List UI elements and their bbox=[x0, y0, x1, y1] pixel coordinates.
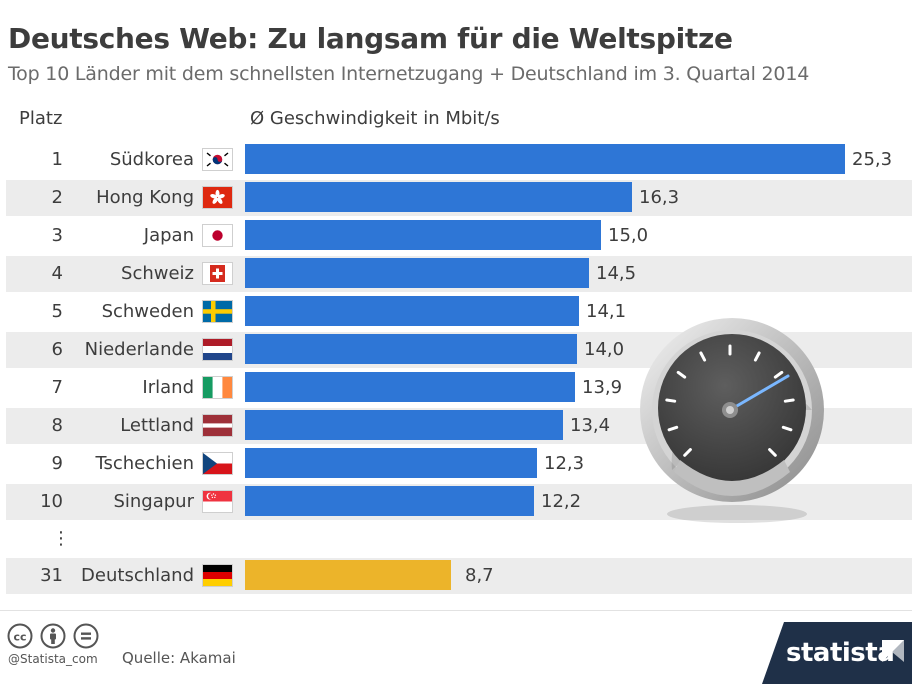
value-label: 14,0 bbox=[584, 339, 625, 360]
gauge-tick bbox=[768, 448, 777, 457]
chart-row: 7 Irland 13,9 bbox=[6, 370, 912, 406]
flag-jp-icon bbox=[202, 224, 233, 247]
source-note: Quelle: Akamai bbox=[122, 649, 236, 667]
value-label: 15,0 bbox=[608, 225, 649, 246]
chart-row: 5 Schweden 14,1 bbox=[6, 294, 912, 330]
chart-row: 2 Hong Kong 16,3 bbox=[6, 180, 912, 216]
gauge-tick bbox=[773, 370, 784, 379]
bar bbox=[245, 372, 575, 402]
creative-commons-icon[interactable]: cc bbox=[7, 623, 33, 649]
value-label: 13,9 bbox=[582, 377, 623, 398]
rank-label: 10 bbox=[40, 491, 63, 512]
no-derivatives-icon[interactable] bbox=[73, 623, 99, 649]
flag-ie-icon bbox=[202, 376, 233, 399]
country-label: Hong Kong bbox=[96, 187, 194, 208]
bar bbox=[245, 258, 589, 288]
chart-row: 4 Schweiz 14,5 bbox=[6, 256, 912, 292]
flag-de-icon bbox=[202, 564, 233, 587]
country-label: Irland bbox=[142, 377, 194, 398]
twitter-credit[interactable]: @Statista_com bbox=[8, 652, 98, 666]
country-label: Lettland bbox=[120, 415, 194, 436]
flag-hk-icon bbox=[202, 186, 233, 209]
rank-column-header: Platz bbox=[19, 108, 63, 129]
value-label: 13,4 bbox=[570, 415, 611, 436]
svg-text:cc: cc bbox=[13, 631, 26, 644]
flag-nl-icon bbox=[202, 338, 233, 361]
rank-label: 2 bbox=[51, 187, 63, 208]
rank-label: 6 bbox=[51, 339, 63, 360]
gauge-tick bbox=[665, 398, 677, 403]
chart-row: 9 Tschechien 12,3 bbox=[6, 446, 912, 482]
country-label: Singapur bbox=[113, 491, 194, 512]
flag-lv-icon bbox=[202, 414, 233, 437]
chart-row: 3 Japan 15,0 bbox=[6, 218, 912, 254]
rank-label: 8 bbox=[51, 415, 63, 436]
bar bbox=[245, 334, 577, 364]
bar bbox=[245, 296, 579, 326]
gauge-tick bbox=[753, 351, 761, 362]
chart-subtitle: Top 10 Länder mit dem schnellsten Intern… bbox=[8, 63, 810, 85]
gauge-tick bbox=[683, 448, 692, 457]
flag-kr-icon bbox=[202, 148, 233, 171]
speedometer-icon bbox=[640, 318, 824, 523]
bar bbox=[245, 220, 601, 250]
rank-label: 5 bbox=[51, 301, 63, 322]
country-label: Japan bbox=[143, 225, 194, 246]
country-label: Südkorea bbox=[109, 149, 194, 170]
chart-row: 31 Deutschland 8,7 bbox=[6, 558, 912, 594]
country-label: Schweden bbox=[101, 301, 194, 322]
value-label: 12,2 bbox=[541, 491, 582, 512]
bar bbox=[245, 144, 845, 174]
country-label: Niederlande bbox=[84, 339, 194, 360]
speed-column-header: Ø Geschwindigkeit in Mbit/s bbox=[250, 108, 500, 129]
country-label: Schweiz bbox=[121, 263, 194, 284]
rank-label: 1 bbox=[51, 149, 63, 170]
flag-ch-icon bbox=[202, 262, 233, 285]
rank-ellipsis: ⋮ bbox=[52, 528, 70, 549]
rank-label: 4 bbox=[51, 263, 63, 284]
flag-sg-icon bbox=[202, 490, 233, 513]
bar bbox=[245, 182, 632, 212]
statista-logo[interactable]: statista bbox=[786, 638, 895, 668]
bar bbox=[245, 448, 537, 478]
value-label: 8,7 bbox=[465, 565, 494, 586]
footer-divider bbox=[0, 610, 912, 611]
flag-se-icon bbox=[202, 300, 233, 323]
bar bbox=[245, 486, 534, 516]
chart-row: 1 Südkorea 25,3 bbox=[6, 142, 912, 178]
bar bbox=[245, 560, 451, 590]
attribution-icon[interactable] bbox=[40, 623, 66, 649]
gauge-tick bbox=[699, 351, 707, 362]
gauge-tick bbox=[667, 425, 679, 432]
flag-cz-icon bbox=[202, 452, 233, 475]
gauge-tick bbox=[781, 425, 793, 432]
gauge-tick bbox=[676, 370, 687, 379]
brand-banner bbox=[762, 622, 912, 684]
value-label: 12,3 bbox=[544, 453, 585, 474]
value-label: 14,5 bbox=[596, 263, 637, 284]
chart-title: Deutsches Web: Zu langsam für die Weltsp… bbox=[8, 22, 733, 55]
value-label: 14,1 bbox=[586, 301, 627, 322]
country-label: Tschechien bbox=[95, 453, 194, 474]
value-label: 25,3 bbox=[852, 149, 893, 170]
country-label: Deutschland bbox=[81, 565, 194, 586]
rank-label: 3 bbox=[51, 225, 63, 246]
rank-label: 31 bbox=[40, 565, 63, 586]
rank-label: 7 bbox=[51, 377, 63, 398]
value-label: 16,3 bbox=[639, 187, 680, 208]
bar bbox=[245, 410, 563, 440]
gauge-tick bbox=[783, 398, 795, 403]
rank-label: 9 bbox=[51, 453, 63, 474]
